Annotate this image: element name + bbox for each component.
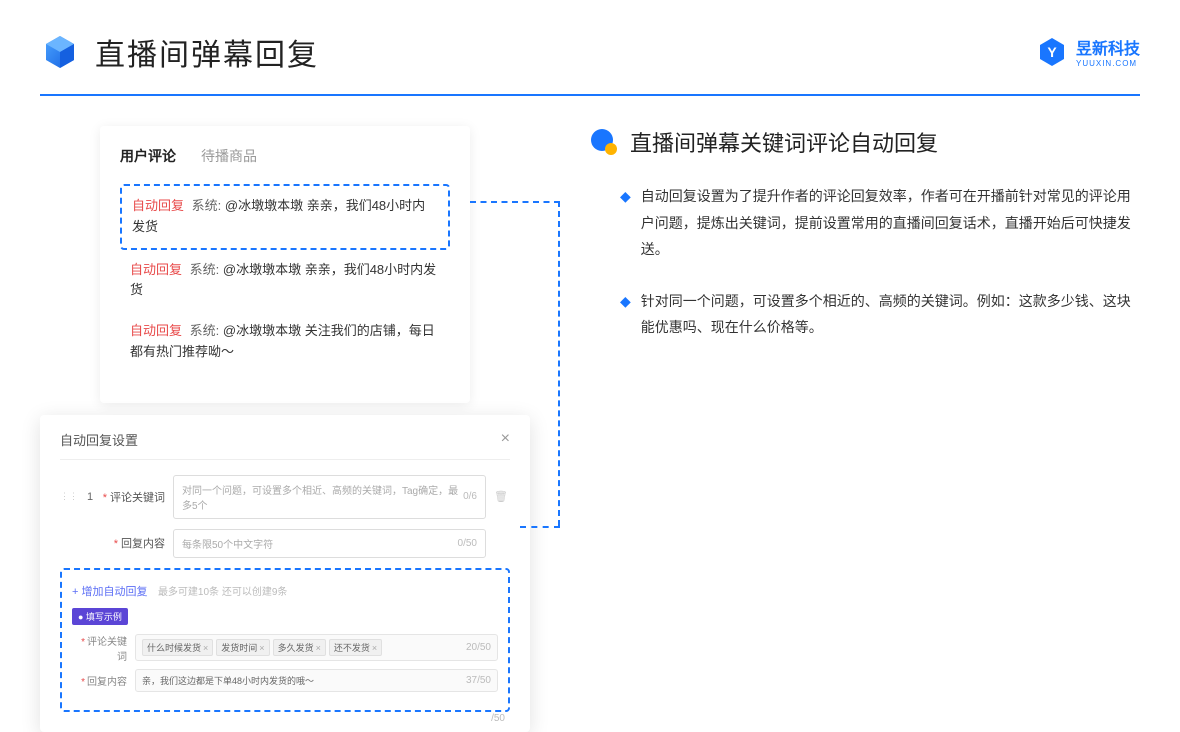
connector-line	[558, 201, 560, 526]
keyword-tag[interactable]: 发货时间×	[216, 639, 269, 656]
comment-row: 自动回复 系统: @冰墩墩本墩 关注我们的店铺，每日都有热门推荐呦～	[120, 311, 450, 373]
close-icon[interactable]: ×	[501, 430, 510, 448]
content-input[interactable]: 每条限50个中文字符 0/50	[173, 529, 486, 558]
cube-icon	[40, 32, 80, 72]
field-number: 1	[80, 491, 100, 503]
keyword-input[interactable]: 对同一个问题，可设置多个相近、高频的关键词，Tag确定，最多5个 0/6	[173, 475, 486, 519]
comment-row: 自动回复 系统: @冰墩墩本墩 亲亲，我们48小时内发货	[120, 250, 450, 312]
page-title: 直播间弹幕回复	[95, 30, 319, 74]
ex-keyword-input[interactable]: 什么时候发货×发货时间×多久发货×还不发货× 20/50	[135, 634, 498, 661]
page-header: 直播间弹幕回复 Y 昱新科技 YUUXIN.COM	[0, 0, 1180, 74]
settings-title: 自动回复设置	[60, 430, 138, 449]
ex-content-input[interactable]: 亲，我们这边都是下单48小时内发货的哦～ 37/50	[135, 669, 498, 692]
tab-user-comments[interactable]: 用户评论	[120, 146, 176, 166]
logo-name: 昱新科技	[1076, 41, 1140, 58]
example-box: + 增加自动回复 最多可建10条 还可以创建9条 ● 填写示例 *评论关键词 什…	[60, 568, 510, 712]
add-hint: 最多可建10条 还可以创建9条	[158, 587, 287, 598]
comment-sys: 系统:	[190, 262, 220, 277]
keyword-label: *评论关键词	[100, 489, 165, 505]
content-label: *回复内容	[100, 535, 165, 551]
diamond-icon: ◆	[620, 288, 631, 341]
comment-row: 自动回复 系统: @冰墩墩本墩 亲亲，我们48小时内发货	[120, 184, 450, 250]
keyword-tag[interactable]: 多久发货×	[273, 639, 326, 656]
svg-text:Y: Y	[1047, 44, 1057, 60]
auto-reply-tag: 自动回复	[132, 198, 184, 213]
logo: Y 昱新科技 YUUXIN.COM	[1036, 35, 1140, 68]
section-title: 直播间弹幕关键词评论自动回复	[630, 126, 938, 158]
auto-reply-tag: 自动回复	[130, 262, 182, 277]
logo-icon: Y	[1036, 36, 1068, 68]
example-tag: ● 填写示例	[72, 608, 128, 625]
bullet-item: ◆ 针对同一个问题，可设置多个相近的、高频的关键词。例如：这款多少钱、这块能优惠…	[590, 288, 1140, 341]
tab-pending-products[interactable]: 待播商品	[201, 146, 257, 166]
comments-panel: 用户评论 待播商品 自动回复 系统: @冰墩墩本墩 亲亲，我们48小时内发货 自…	[100, 126, 470, 403]
keyword-tag[interactable]: 什么时候发货×	[142, 639, 213, 656]
trash-icon[interactable]: 🗑	[494, 490, 510, 503]
bubble-icon	[590, 128, 618, 156]
bullet-item: ◆ 自动回复设置为了提升作者的评论回复效率，作者可在开播前针对常见的评论用户问题…	[590, 183, 1140, 263]
section-header: 直播间弹幕关键词评论自动回复	[590, 126, 1140, 158]
logo-sub: YUUXIN.COM	[1076, 59, 1140, 68]
ex-content-label: *回复内容	[72, 673, 127, 688]
lone-count: /50	[491, 713, 505, 724]
drag-icon[interactable]: ⋮⋮	[60, 491, 80, 502]
settings-panel: 自动回复设置 × ⋮⋮ 1 *评论关键词 对同一个问题，可设置多个相近、高频的关…	[40, 415, 530, 732]
add-auto-reply-link[interactable]: + 增加自动回复	[72, 583, 147, 599]
comment-sys: 系统:	[192, 198, 222, 213]
keyword-tag[interactable]: 还不发货×	[329, 639, 382, 656]
auto-reply-tag: 自动回复	[130, 323, 182, 338]
ex-keyword-label: *评论关键词	[72, 633, 127, 663]
connector-line	[520, 526, 560, 528]
connector-line	[470, 201, 560, 203]
comment-sys: 系统:	[190, 323, 220, 338]
diamond-icon: ◆	[620, 183, 631, 263]
